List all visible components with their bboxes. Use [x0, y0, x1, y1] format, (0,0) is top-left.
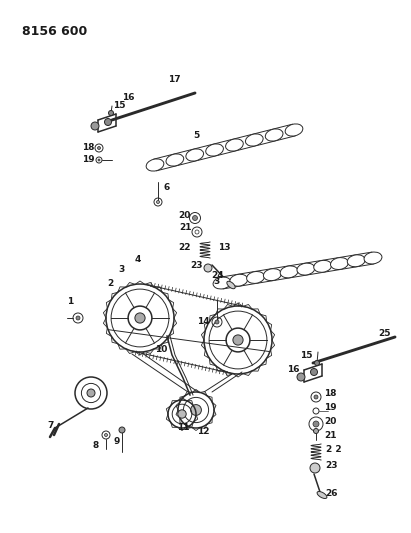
- Ellipse shape: [166, 154, 184, 166]
- Circle shape: [310, 463, 320, 473]
- Text: 11: 11: [177, 423, 189, 432]
- Text: 18: 18: [324, 389, 337, 398]
- Ellipse shape: [317, 491, 327, 498]
- Text: 18: 18: [82, 142, 95, 151]
- Text: 19: 19: [324, 403, 337, 413]
- Text: 8156 600: 8156 600: [22, 25, 87, 38]
- Text: 15: 15: [300, 351, 312, 359]
- Text: 16: 16: [122, 93, 134, 101]
- Ellipse shape: [146, 159, 164, 171]
- Text: 20: 20: [178, 211, 190, 220]
- Ellipse shape: [265, 129, 283, 141]
- Circle shape: [310, 368, 318, 376]
- Text: 23: 23: [325, 462, 337, 471]
- Ellipse shape: [280, 266, 298, 278]
- Ellipse shape: [186, 149, 203, 161]
- Circle shape: [204, 264, 212, 272]
- Text: 23: 23: [190, 261, 203, 270]
- Ellipse shape: [245, 134, 263, 146]
- Text: 26: 26: [325, 489, 337, 497]
- Text: 16: 16: [287, 366, 300, 375]
- Circle shape: [191, 405, 201, 415]
- Text: 9: 9: [113, 438, 119, 447]
- Text: 21: 21: [179, 223, 192, 232]
- Circle shape: [314, 360, 319, 366]
- Circle shape: [76, 316, 80, 320]
- Ellipse shape: [263, 269, 281, 280]
- Ellipse shape: [297, 263, 315, 275]
- Text: 6: 6: [163, 183, 169, 192]
- Ellipse shape: [213, 277, 231, 289]
- Circle shape: [192, 215, 198, 221]
- Text: 8: 8: [92, 440, 98, 449]
- Text: 12: 12: [197, 427, 210, 437]
- Circle shape: [157, 200, 159, 204]
- Ellipse shape: [206, 144, 224, 156]
- Circle shape: [119, 427, 125, 433]
- Text: 13: 13: [218, 244, 231, 253]
- Ellipse shape: [247, 271, 265, 284]
- Ellipse shape: [285, 124, 303, 136]
- Text: 7: 7: [47, 421, 53, 430]
- Circle shape: [97, 147, 101, 149]
- Text: 1: 1: [67, 297, 73, 306]
- Ellipse shape: [314, 261, 332, 272]
- Circle shape: [104, 118, 111, 125]
- Ellipse shape: [330, 257, 349, 270]
- Circle shape: [109, 110, 113, 116]
- Circle shape: [314, 395, 318, 399]
- Ellipse shape: [364, 252, 382, 264]
- Text: 5: 5: [193, 132, 199, 141]
- Text: 3: 3: [213, 278, 219, 287]
- Circle shape: [135, 313, 145, 323]
- Text: 2: 2: [107, 279, 113, 287]
- Circle shape: [313, 421, 319, 427]
- Text: 2 2: 2 2: [326, 446, 342, 455]
- Text: 20: 20: [324, 417, 336, 426]
- Text: 4: 4: [135, 255, 141, 264]
- Text: 10: 10: [155, 345, 167, 354]
- Circle shape: [104, 433, 108, 437]
- Text: 22: 22: [178, 244, 191, 253]
- Text: 15: 15: [113, 101, 125, 109]
- Circle shape: [233, 335, 243, 345]
- Ellipse shape: [227, 281, 235, 289]
- Circle shape: [215, 320, 219, 324]
- Text: 14: 14: [197, 318, 210, 327]
- Ellipse shape: [347, 255, 365, 266]
- Circle shape: [314, 429, 319, 433]
- Circle shape: [98, 159, 100, 161]
- Circle shape: [297, 373, 305, 381]
- Circle shape: [87, 389, 95, 397]
- Text: 19: 19: [82, 155, 95, 164]
- Ellipse shape: [226, 139, 243, 151]
- Text: 17: 17: [168, 75, 180, 84]
- Circle shape: [91, 122, 99, 130]
- Text: 24: 24: [211, 271, 224, 279]
- Ellipse shape: [230, 274, 248, 286]
- Text: 3: 3: [118, 265, 124, 274]
- Text: 21: 21: [324, 432, 337, 440]
- Circle shape: [178, 410, 186, 418]
- Text: 25: 25: [378, 328, 390, 337]
